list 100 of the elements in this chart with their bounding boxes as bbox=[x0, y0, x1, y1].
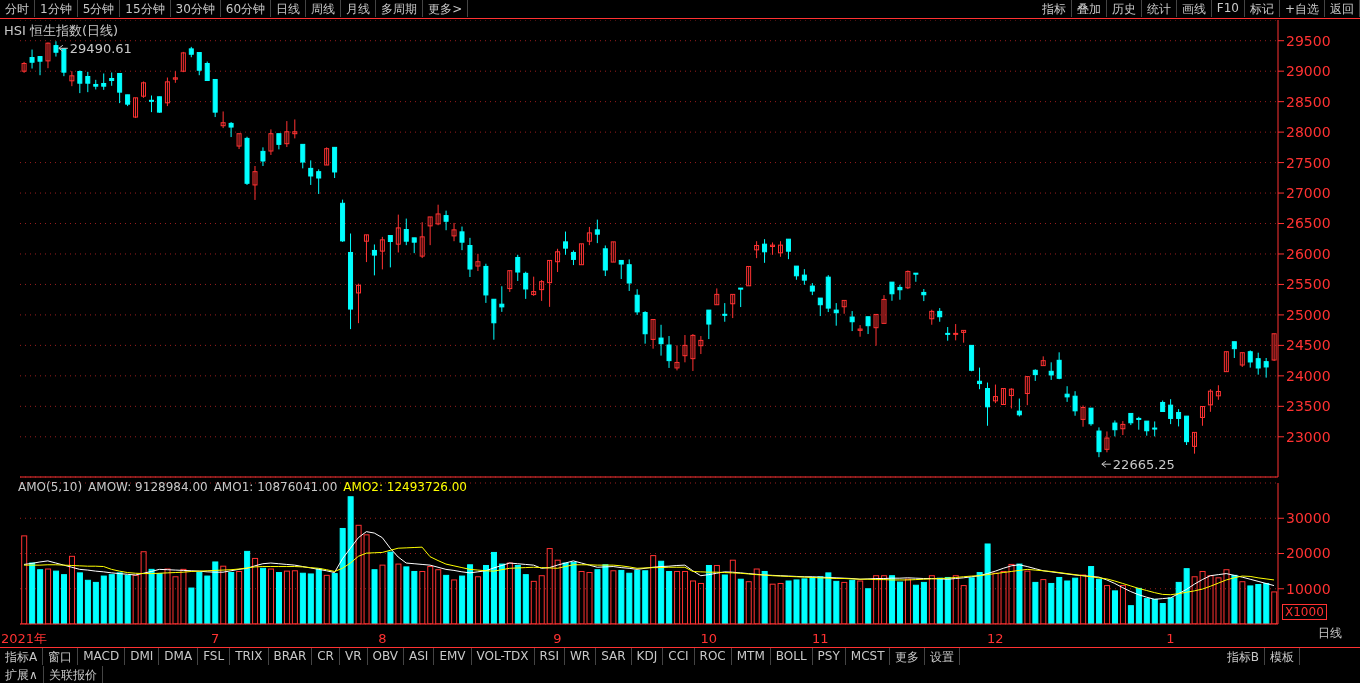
bar bbox=[29, 562, 36, 624]
annotation: AMO2: 12493726.00 bbox=[343, 480, 467, 494]
text: SAR bbox=[596, 648, 632, 665]
candlestick bbox=[228, 121, 234, 138]
text: MCST bbox=[845, 648, 891, 665]
bar bbox=[705, 564, 712, 624]
y-tick-label: 25000 bbox=[1286, 306, 1331, 323]
annotation: 22665.25 bbox=[1112, 457, 1175, 473]
text: 关联报价 bbox=[43, 666, 103, 683]
candlestick bbox=[658, 324, 664, 357]
bar bbox=[1247, 585, 1254, 624]
candlestick bbox=[714, 287, 720, 306]
bar bbox=[1231, 574, 1238, 624]
bar bbox=[1143, 598, 1150, 624]
bar bbox=[212, 561, 219, 624]
candlestick bbox=[236, 133, 242, 150]
candlestick bbox=[523, 271, 529, 300]
bar bbox=[92, 581, 99, 624]
bar bbox=[658, 560, 665, 624]
bar bbox=[1159, 603, 1166, 624]
candlestick bbox=[865, 316, 871, 335]
text: DMA bbox=[159, 648, 199, 665]
bar bbox=[108, 574, 115, 624]
candlestick bbox=[586, 226, 592, 246]
candlestick bbox=[674, 344, 680, 371]
candlestick bbox=[1168, 398, 1174, 425]
bar bbox=[1183, 568, 1190, 624]
bar bbox=[1072, 577, 1079, 624]
bar bbox=[666, 570, 673, 624]
bar bbox=[634, 569, 641, 624]
text: 指标A bbox=[0, 648, 44, 665]
candlestick bbox=[268, 128, 274, 156]
text: MTM bbox=[731, 648, 771, 665]
bar bbox=[1016, 563, 1023, 624]
text: 画线 bbox=[1176, 0, 1212, 17]
candlestick bbox=[1000, 388, 1006, 405]
candlestick bbox=[539, 279, 545, 302]
text: ASI bbox=[404, 648, 435, 665]
candlestick bbox=[21, 61, 27, 74]
bar bbox=[275, 572, 282, 624]
candlestick bbox=[690, 333, 696, 372]
candlestick bbox=[300, 143, 306, 169]
bar bbox=[315, 568, 322, 624]
annotation: AMOW: 9128984.00 bbox=[88, 480, 208, 494]
candlestick bbox=[602, 244, 608, 277]
bar bbox=[482, 564, 489, 624]
text: 模板 bbox=[1265, 648, 1300, 665]
bar bbox=[514, 564, 521, 624]
bar bbox=[228, 572, 235, 624]
candlestick bbox=[762, 238, 768, 264]
candlestick bbox=[379, 236, 385, 270]
bar bbox=[721, 574, 728, 624]
candlestick bbox=[547, 259, 553, 308]
bar bbox=[936, 577, 943, 624]
bar bbox=[849, 579, 856, 624]
text: VR bbox=[339, 648, 368, 665]
text: 设置 bbox=[925, 648, 961, 665]
candlestick bbox=[785, 238, 791, 260]
text: BRAR bbox=[268, 648, 313, 665]
bar bbox=[897, 581, 904, 624]
candlestick bbox=[419, 221, 425, 259]
text: OBV bbox=[367, 648, 405, 665]
text: 60分钟 bbox=[220, 0, 272, 17]
candlestick bbox=[515, 254, 521, 282]
chart-title: AMO(5,10) bbox=[18, 480, 83, 494]
bar bbox=[443, 574, 450, 624]
bar bbox=[244, 550, 251, 624]
y-tick-label: 30000 bbox=[1286, 510, 1331, 527]
candlestick bbox=[992, 384, 998, 404]
y-tick-label: 20000 bbox=[1286, 545, 1331, 562]
candlestick bbox=[1080, 404, 1086, 428]
candlestick bbox=[1112, 419, 1118, 437]
text: 分时 bbox=[0, 0, 35, 17]
text: 指标 bbox=[1036, 0, 1072, 17]
candlestick bbox=[427, 216, 433, 246]
text: 5分钟 bbox=[77, 0, 121, 17]
text: 扩展∧ bbox=[0, 666, 44, 683]
candlestick bbox=[451, 222, 457, 242]
y-tick-label: 26000 bbox=[1286, 245, 1331, 262]
candlestick bbox=[141, 80, 147, 99]
y-tick-label: 29000 bbox=[1286, 63, 1331, 80]
candlestick bbox=[1072, 390, 1078, 417]
text: 标记 bbox=[1244, 0, 1280, 17]
bar bbox=[1127, 605, 1134, 624]
text: ROC bbox=[694, 648, 732, 665]
candlestick bbox=[1192, 431, 1198, 455]
bar bbox=[1263, 582, 1270, 624]
text: 多周期 bbox=[376, 0, 424, 17]
bar bbox=[260, 567, 267, 624]
candlestick bbox=[196, 52, 202, 76]
text: CR bbox=[312, 648, 340, 665]
text: 返回 bbox=[1325, 0, 1360, 17]
candlestick bbox=[531, 276, 537, 297]
candlestick bbox=[443, 210, 449, 231]
candlestick bbox=[316, 168, 322, 195]
bar bbox=[761, 570, 768, 624]
candlestick bbox=[507, 270, 513, 293]
candlestick bbox=[634, 288, 640, 316]
bar bbox=[1032, 581, 1039, 624]
candlestick bbox=[857, 324, 863, 338]
